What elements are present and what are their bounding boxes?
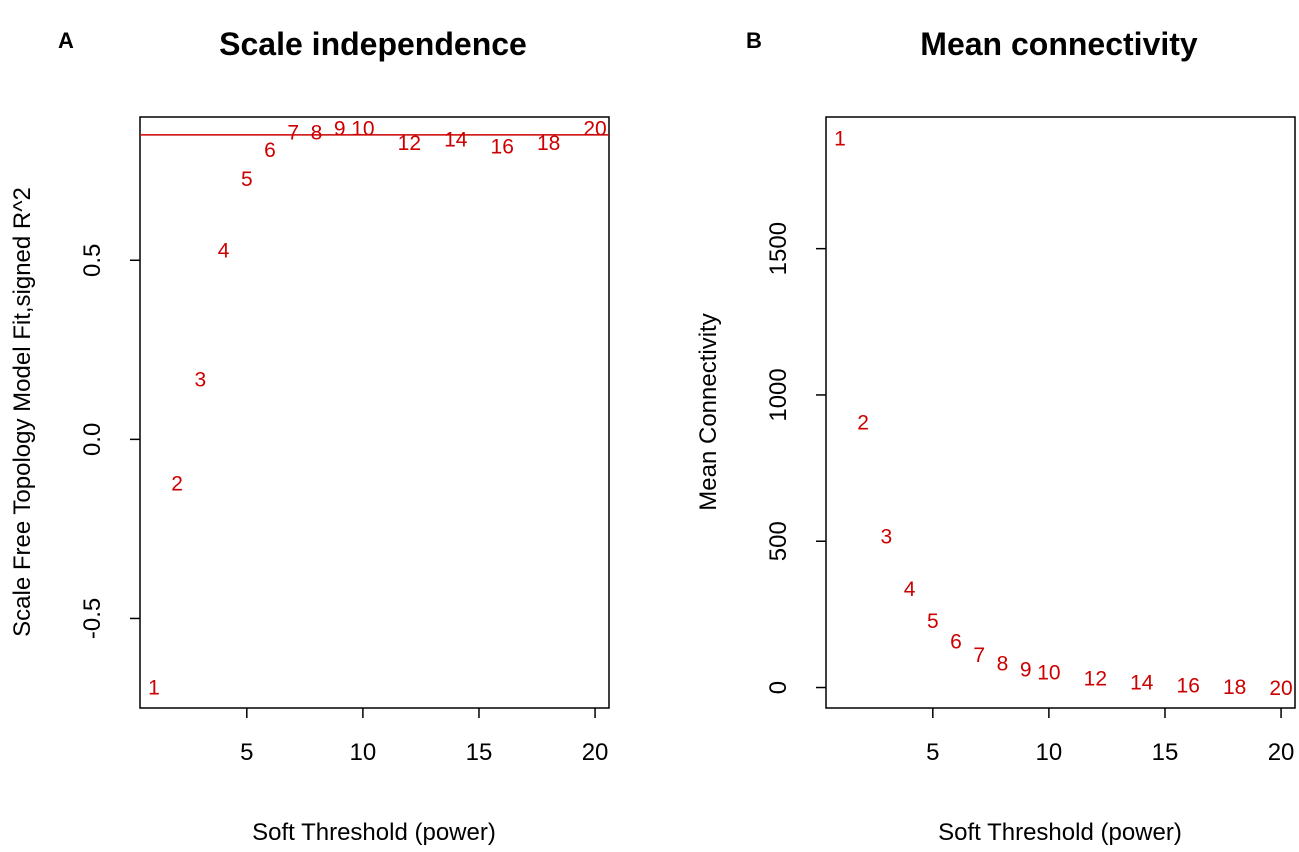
panel-b-xtick-label: 10 [1036,739,1063,766]
panel-a-point-14: 14 [444,128,468,151]
panel-b-point-20: 20 [1269,677,1292,700]
panel-a-point-1: 1 [148,677,160,700]
panel-b-ytick-label: 1500 [765,222,792,275]
panel-b-point-14: 14 [1130,672,1154,695]
panel-a-point-5: 5 [241,168,253,191]
panel-a: A Scale independence 5 10 15 20-0.50.00.512… [9,26,610,846]
panel-b-point-2: 2 [857,411,869,434]
panel-a-xtick-label: 10 [350,739,377,766]
panel-b-ytick-label: 0 [765,681,792,694]
panel-a-point-12: 12 [398,132,421,155]
panel-b-point-9: 9 [1020,659,1032,682]
panel-a-point-3: 3 [195,368,207,391]
panel-a-ytick-label: -0.5 [79,598,106,639]
panel-b-ytick-label: 1000 [765,368,792,421]
panel-b-plot-frame [825,116,1296,709]
panel-a-point-8: 8 [311,121,323,144]
panel-b-point-7: 7 [973,644,985,667]
panel-a-ytick-label: 0.0 [79,423,106,456]
panel-b-xtick-label: 20 [1268,739,1295,766]
panel-a-ytick-label: 0.5 [79,244,106,277]
panel-b-point-3: 3 [881,525,893,548]
panel-a-xtick-label: 20 [582,739,609,766]
panel-a-xtick-label: 5 [240,739,253,766]
panel-a-letter: A [58,28,74,53]
panel-a-point-10: 10 [351,118,374,141]
panel-a-point-20: 20 [583,118,606,141]
panel-b-point-16: 16 [1177,675,1200,698]
panel-a-point-16: 16 [491,136,514,159]
panel-b-xlabel: Soft Threshold (power) [938,819,1182,846]
panel-b: B Mean connectivity 5 10 15 200500100015001… [695,26,1296,846]
panel-b-xtick-label: 5 [926,739,939,766]
panel-b-point-10: 10 [1037,661,1060,684]
panel-a-point-7: 7 [287,121,299,144]
panel-a-point-18: 18 [537,132,560,155]
panel-b-title: Mean connectivity [920,26,1198,62]
panel-a-point-4: 4 [218,240,230,263]
panel-b-point-8: 8 [997,653,1009,676]
panel-b-point-1: 1 [834,127,846,150]
panel-a-ylabel: Scale Free Topology Model Fit,signed R^2 [9,187,36,637]
panel-a-xlabel: Soft Threshold (power) [252,819,496,846]
panel-a-title: Scale independence [219,26,527,62]
panel-b-point-18: 18 [1223,676,1246,699]
panel-a-xtick-label: 15 [466,739,493,766]
panel-a-point-9: 9 [334,118,346,141]
panel-b-letter: B [746,28,762,53]
panel-b-ylabel: Mean Connectivity [695,313,722,510]
panel-b-xtick-label: 15 [1152,739,1179,766]
panel-b-point-12: 12 [1084,667,1107,690]
panel-b-point-6: 6 [950,631,962,654]
panel-a-point-2: 2 [171,472,183,495]
panel-a-plot-frame [139,116,610,709]
panel-a-point-6: 6 [264,139,276,162]
panel-b-point-5: 5 [927,610,939,633]
panel-b-ytick-label: 500 [765,521,792,561]
panel-b-point-4: 4 [904,578,916,601]
